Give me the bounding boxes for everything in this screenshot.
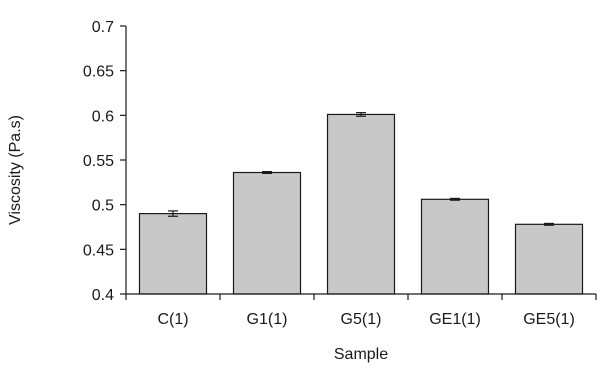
- y-tick-label: 0.65: [83, 64, 114, 81]
- y-tick-label: 0.45: [83, 242, 114, 259]
- y-tick-label: 0.55: [83, 153, 114, 170]
- error-bar: [168, 210, 178, 217]
- y-tick-label: 0.4: [92, 287, 114, 304]
- x-axis-ticks: C(1) G1(1) G5(1) GE1(1) GE5(1): [125, 294, 597, 328]
- y-tick-label: 0.7: [92, 19, 114, 36]
- bar-c-1: [138, 213, 208, 295]
- bar-ge5-1: [514, 223, 584, 295]
- bar-g1-1: [232, 171, 302, 295]
- x-tick-label: GE1(1): [429, 311, 481, 328]
- x-tick-label: GE5(1): [523, 311, 575, 328]
- plot-area: [138, 112, 584, 295]
- y-axis-ticks: 0.4 0.45 0.5 0.55 0.6 0.65 0.7: [83, 19, 126, 304]
- x-tick-label: G1(1): [247, 311, 288, 328]
- error-bar: [262, 171, 272, 174]
- bar-ge1-1: [420, 198, 490, 295]
- y-axis-title: Viscosity (Pa.s): [7, 115, 24, 225]
- error-bar: [450, 197, 460, 201]
- y-tick-label: 0.6: [92, 108, 114, 125]
- x-tick-label: G5(1): [341, 311, 382, 328]
- error-bar: [356, 112, 366, 117]
- y-tick-label: 0.5: [92, 198, 114, 215]
- error-bar: [544, 222, 554, 226]
- x-axis-title: Sample: [334, 346, 388, 363]
- x-tick-label: C(1): [157, 311, 188, 328]
- bar-g5-1: [326, 113, 396, 295]
